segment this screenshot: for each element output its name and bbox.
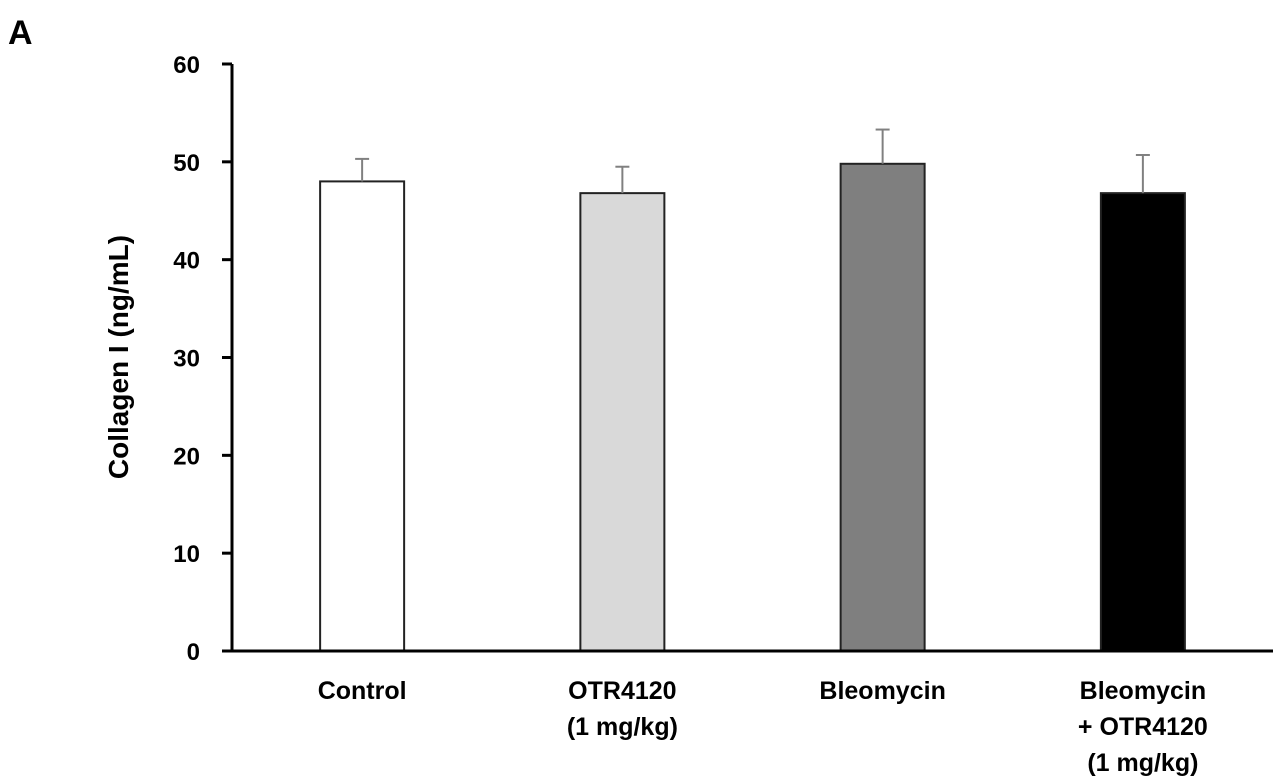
bar xyxy=(839,162,926,652)
x-category-label: Bleomycin xyxy=(1080,677,1206,705)
bar xyxy=(319,180,406,652)
x-category-label: + OTR4120 xyxy=(1078,713,1208,741)
y-tick-label: 0 xyxy=(187,639,200,666)
bar xyxy=(1099,192,1186,652)
x-category-label: (1 mg/kg) xyxy=(1087,749,1198,777)
y-tick-label: 20 xyxy=(173,443,200,470)
x-category-label: Bleomycin xyxy=(819,677,945,705)
y-tick-label: 10 xyxy=(173,541,200,568)
panel-label: A xyxy=(8,14,33,52)
y-axis-title: Collagen I (ng/mL) xyxy=(103,235,134,479)
y-tick-label: 60 xyxy=(173,52,200,79)
y-tick-label: 50 xyxy=(173,150,200,177)
x-category-label: OTR4120 xyxy=(568,677,676,705)
y-tick-label: 30 xyxy=(173,346,200,373)
y-tick-label: 40 xyxy=(173,248,200,275)
x-category-label: (1 mg/kg) xyxy=(567,713,678,741)
x-category-label: Control xyxy=(318,677,407,705)
bar xyxy=(579,192,666,652)
